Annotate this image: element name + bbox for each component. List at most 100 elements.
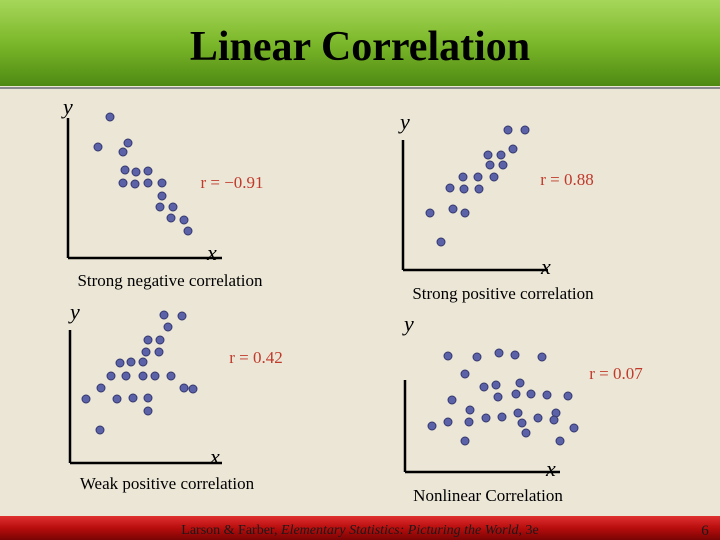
dot bbox=[155, 202, 165, 212]
citation-book: Elementary Statistics: Picturing the Wor… bbox=[280, 523, 519, 538]
dot bbox=[138, 371, 148, 381]
dot bbox=[115, 358, 125, 368]
dot bbox=[511, 389, 521, 399]
dot bbox=[481, 413, 491, 423]
caption: Strong positive correlation bbox=[412, 284, 594, 303]
dot bbox=[498, 160, 508, 170]
dot bbox=[188, 384, 198, 394]
header-bar bbox=[0, 0, 720, 86]
dot bbox=[166, 213, 176, 223]
dot bbox=[517, 418, 527, 428]
dot bbox=[443, 417, 453, 427]
dot bbox=[128, 393, 138, 403]
dot bbox=[143, 166, 153, 176]
dot bbox=[141, 347, 151, 357]
dot bbox=[179, 383, 189, 393]
dot bbox=[508, 144, 518, 154]
dot bbox=[81, 394, 91, 404]
y-label: y bbox=[68, 299, 80, 324]
dot bbox=[510, 350, 520, 360]
dot bbox=[96, 383, 106, 393]
dot bbox=[533, 413, 543, 423]
dot bbox=[150, 371, 160, 381]
dot bbox=[163, 322, 173, 332]
dot bbox=[157, 178, 167, 188]
dot bbox=[447, 395, 457, 405]
citation-prefix: Larson & Farber, bbox=[181, 523, 281, 538]
x-label: x bbox=[540, 254, 551, 279]
dot bbox=[542, 390, 552, 400]
dot bbox=[179, 215, 189, 225]
dot bbox=[555, 436, 565, 446]
dot bbox=[445, 183, 455, 193]
dot bbox=[460, 369, 470, 379]
dot bbox=[143, 406, 153, 416]
dot bbox=[465, 405, 475, 415]
y-label: y bbox=[398, 109, 410, 134]
caption: Strong negative correlation bbox=[77, 271, 263, 290]
dot bbox=[177, 311, 187, 321]
dot bbox=[513, 408, 523, 418]
dot bbox=[563, 391, 573, 401]
dot bbox=[168, 202, 178, 212]
dot bbox=[520, 125, 530, 135]
dot bbox=[157, 191, 167, 201]
caption: Weak positive correlation bbox=[80, 474, 255, 493]
dot bbox=[118, 178, 128, 188]
dot bbox=[458, 172, 468, 182]
dot bbox=[537, 352, 547, 362]
dot bbox=[494, 348, 504, 358]
dot bbox=[521, 428, 531, 438]
dot bbox=[460, 208, 470, 218]
citation: Larson & Farber, Elementary Statistics: … bbox=[181, 523, 538, 538]
dot bbox=[95, 425, 105, 435]
dot bbox=[479, 382, 489, 392]
x-label: x bbox=[206, 240, 217, 265]
dot bbox=[154, 347, 164, 357]
dot bbox=[496, 150, 506, 160]
dot bbox=[483, 150, 493, 160]
dot bbox=[138, 357, 148, 367]
dot bbox=[436, 237, 446, 247]
dot bbox=[143, 335, 153, 345]
dot bbox=[121, 371, 131, 381]
r-label: r = −0.91 bbox=[200, 173, 263, 192]
dot bbox=[526, 389, 536, 399]
dot bbox=[130, 179, 140, 189]
dot bbox=[474, 184, 484, 194]
dot bbox=[464, 417, 474, 427]
dot bbox=[155, 335, 165, 345]
dot bbox=[489, 172, 499, 182]
y-label: y bbox=[61, 94, 73, 119]
footer-bar bbox=[0, 516, 720, 540]
dot bbox=[183, 226, 193, 236]
dot bbox=[427, 421, 437, 431]
dot bbox=[112, 394, 122, 404]
dot bbox=[473, 172, 483, 182]
dot bbox=[569, 423, 579, 433]
dot bbox=[131, 167, 141, 177]
dot bbox=[93, 142, 103, 152]
r-label: r = 0.42 bbox=[229, 348, 283, 367]
dot bbox=[448, 204, 458, 214]
dot bbox=[143, 393, 153, 403]
dot bbox=[485, 160, 495, 170]
caption: Nonlinear Correlation bbox=[413, 486, 563, 505]
dot bbox=[443, 351, 453, 361]
dot bbox=[497, 412, 507, 422]
dot bbox=[126, 357, 136, 367]
dot bbox=[143, 178, 153, 188]
dot bbox=[503, 125, 513, 135]
x-label: x bbox=[209, 444, 220, 469]
y-label: y bbox=[402, 311, 414, 336]
slide-title: Linear Correlation bbox=[190, 24, 530, 70]
dot bbox=[460, 436, 470, 446]
dot bbox=[106, 371, 116, 381]
dot bbox=[459, 184, 469, 194]
dot bbox=[491, 380, 501, 390]
dot bbox=[123, 138, 133, 148]
dot bbox=[166, 371, 176, 381]
dot bbox=[118, 147, 128, 157]
